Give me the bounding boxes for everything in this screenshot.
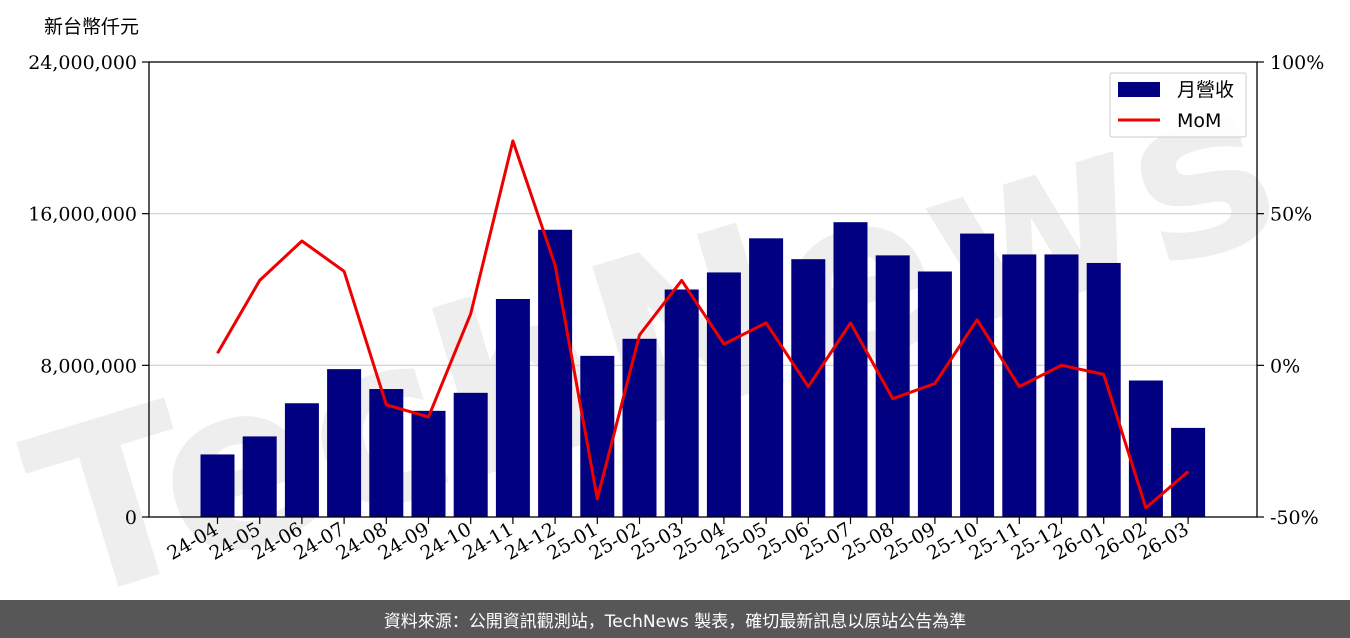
legend-label-mom: MoM [1177,110,1221,132]
bar-24-05 [242,436,277,517]
bar-24-06 [284,403,319,517]
bar-25-10 [960,233,995,517]
bar-24-11 [495,298,530,517]
chart: TechNews 08,000,00016,000,00024,000,000 … [2,16,1324,600]
right-tick-label: 0% [1270,355,1300,377]
bar-24-09 [411,410,446,517]
bar-25-12 [1044,254,1079,518]
legend-label-revenue: 月營收 [1177,79,1234,101]
y-axis-title: 新台幣仟元 [44,16,139,38]
bar-25-07 [833,222,868,517]
left-tick-label: 16,000,000 [28,204,137,226]
footer-source: 資料來源：公開資訊觀測站，TechNews 製表，確切最新訊息以原站公告為準 [0,600,1350,638]
left-tick-label: 24,000,000 [28,52,137,74]
mom-line-path [216,139,1190,510]
right-axis: -50% 0% 50% 100% [1257,52,1324,529]
right-tick-label: -50% [1270,507,1319,529]
bar-24-04 [200,454,235,517]
right-tick-label: 50% [1270,204,1312,226]
bar-25-05 [749,238,784,517]
bar-25-04 [706,272,741,517]
bar-24-08 [369,389,404,517]
bar-24-07 [327,369,362,517]
left-axis: 0 8,000,000 16,000,000 24,000,000 [28,52,149,529]
bar-24-12 [538,229,573,517]
bar-24-10 [453,392,488,517]
bar-26-02 [1128,380,1163,517]
revenue-bars [200,222,1206,518]
right-tick-label: 100% [1270,52,1324,74]
legend-bar-swatch [1118,82,1160,97]
mom-line [216,139,1190,510]
left-tick-label: 8,000,000 [40,355,137,377]
bar-25-08 [875,255,910,517]
bar-25-03 [664,289,699,517]
bar-25-09 [917,271,952,517]
bar-26-01 [1086,262,1121,517]
bar-25-02 [622,338,657,517]
legend: 月營收 MoM [1109,72,1247,138]
left-tick-label: 0 [125,507,137,529]
plot-frame [148,61,1258,518]
